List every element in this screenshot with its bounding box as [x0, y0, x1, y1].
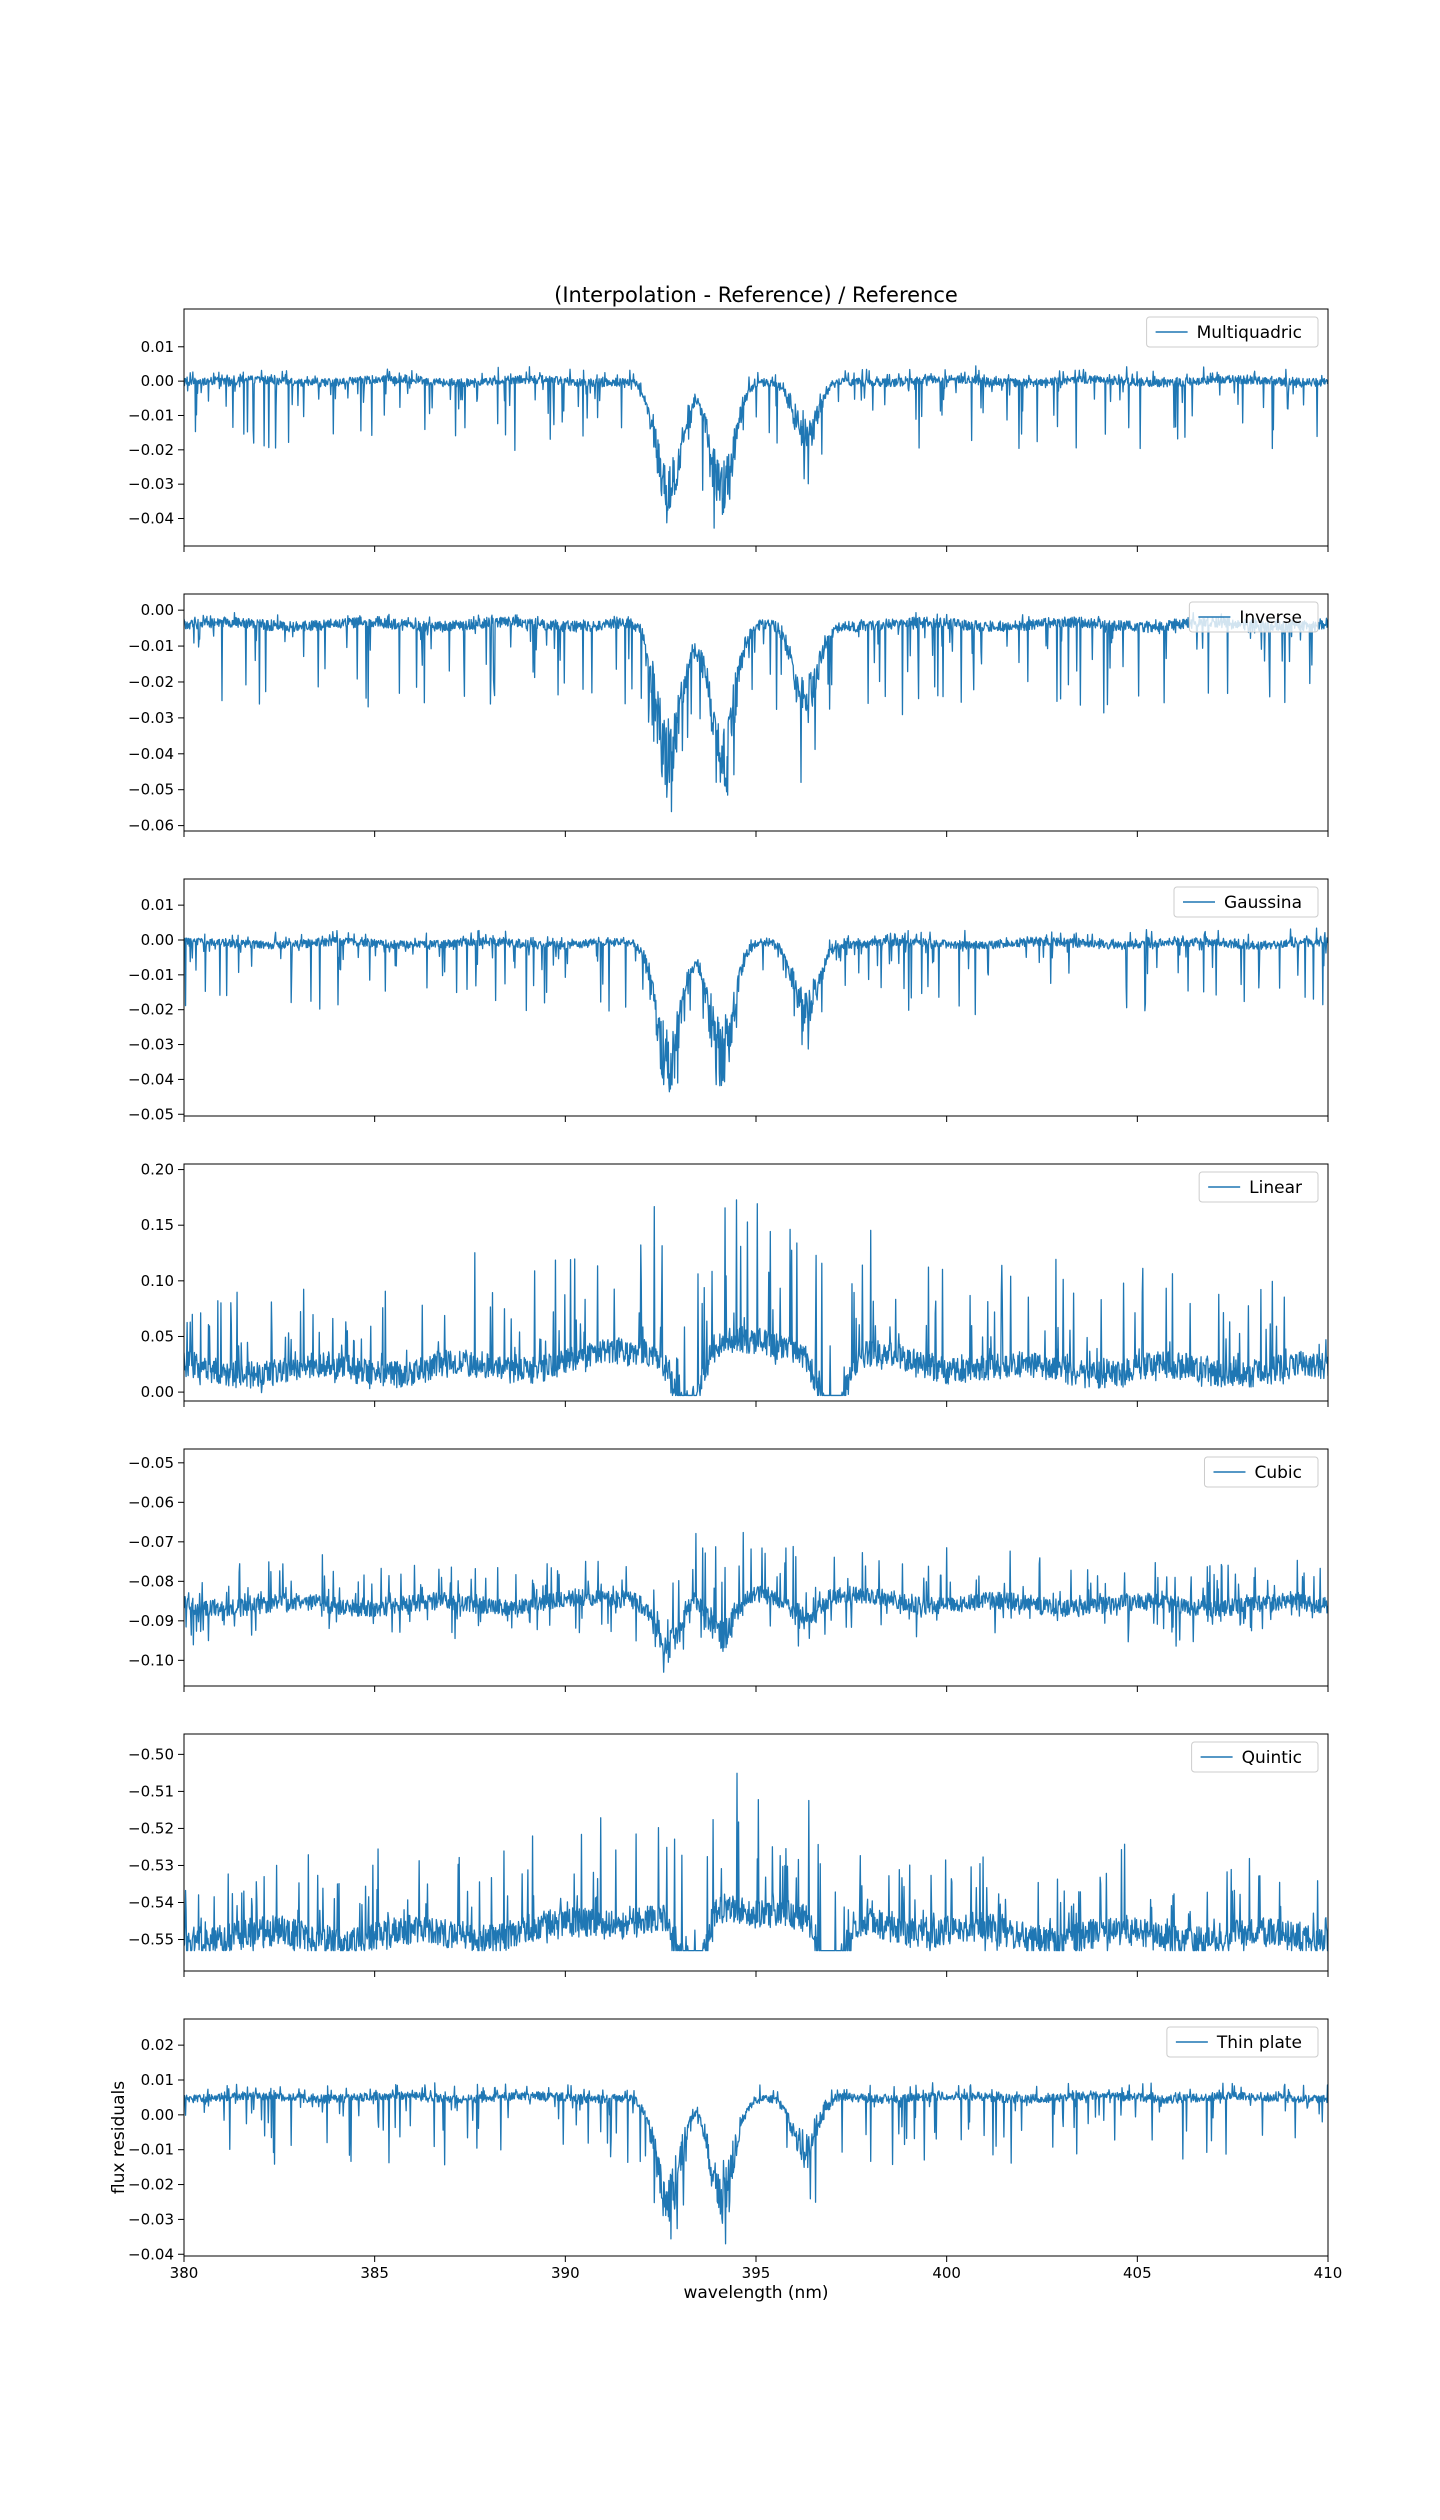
ytick-label-multiquadric: −0.03: [128, 475, 174, 493]
ytick-label-quintic: −0.53: [128, 1856, 174, 1874]
legend-label-gaussina: Gaussina: [1224, 893, 1302, 913]
ytick-label-multiquadric: −0.01: [128, 406, 174, 424]
ytick-label-quintic: −0.54: [128, 1893, 174, 1911]
series-line-linear: [184, 1199, 1328, 1397]
legend-label-quintic: Quintic: [1242, 1748, 1302, 1768]
legend-label-linear: Linear: [1249, 1178, 1302, 1198]
series-line-gaussina: [184, 927, 1328, 1093]
ytick-label-inverse: −0.02: [128, 673, 174, 691]
ytick-label-gaussina: 0.01: [141, 896, 174, 914]
x-axis-title: wavelength (nm): [683, 2283, 828, 2303]
panels-group: −0.04 −0.03 −0.02 −0.01 0.00 0.01 Multiquadric…: [109, 308, 1343, 2303]
legend-label-thin-plate: Thin plate: [1216, 2033, 1302, 2053]
ytick-label-cubic: −0.05: [128, 1454, 174, 1472]
ytick-label-linear: 0.05: [141, 1327, 174, 1345]
legend-box-inverse: [1188, 601, 1319, 633]
ytick-label-quintic: −0.50: [128, 1745, 174, 1763]
series-line-quintic: [184, 1772, 1328, 1952]
panel-linear: 0.00 0.05 0.10 0.15 0.20 Linear: [141, 1161, 1329, 1407]
legend-label-cubic: Cubic: [1254, 1463, 1302, 1483]
ytick-label-thin-plate: −0.03: [128, 2210, 174, 2228]
ytick-label-inverse: −0.01: [128, 637, 174, 655]
legend-label-multiquadric: Multiquadric: [1197, 323, 1302, 343]
ytick-label-linear: 0.00: [141, 1383, 174, 1401]
legend-box-thin-plate: [1166, 2026, 1319, 2058]
y-axis-title: flux residuals: [109, 2081, 129, 2194]
ytick-label-gaussina: −0.02: [128, 1001, 174, 1019]
ytick-label-thin-plate: −0.01: [128, 2141, 174, 2159]
ytick-label-cubic: −0.08: [128, 1572, 174, 1590]
legend-box-cubic: [1203, 1456, 1319, 1488]
series-line-cubic: [184, 1531, 1328, 1673]
legend-box-linear: [1198, 1171, 1319, 1203]
figure-title: (Interpolation - Reference) / Reference: [554, 283, 958, 307]
legend-label-inverse: Inverse: [1239, 608, 1302, 628]
ytick-label-thin-plate: −0.02: [128, 2176, 174, 2194]
ytick-label-gaussina: 0.00: [141, 931, 174, 949]
ytick-label-quintic: −0.51: [128, 1782, 174, 1800]
ytick-label-gaussina: −0.04: [128, 1070, 174, 1088]
ytick-label-gaussina: −0.03: [128, 1036, 174, 1054]
ytick-label-multiquadric: 0.01: [141, 338, 174, 356]
panel-gaussina: −0.05 −0.04 −0.03 −0.02 −0.01 0.00 0.01 Gaussin…: [128, 878, 1329, 1123]
ytick-label-gaussina: −0.01: [128, 966, 174, 984]
ytick-label-thin-plate: 0.02: [141, 2036, 174, 2054]
legend-box-quintic: [1191, 1741, 1319, 1773]
ytick-label-inverse: 0.00: [141, 601, 174, 619]
ytick-label-gaussina: −0.05: [128, 1105, 174, 1123]
ytick-label-inverse: −0.06: [128, 817, 174, 835]
series-line-multiquadric: [184, 365, 1328, 529]
ytick-label-thin-plate: 0.00: [141, 2106, 174, 2124]
xtick-label-thin-plate: 385: [360, 2264, 389, 2282]
legend-box-gaussina: [1173, 886, 1319, 918]
xtick-label-thin-plate: 390: [551, 2264, 580, 2282]
ytick-label-inverse: −0.03: [128, 709, 174, 727]
ytick-label-linear: 0.20: [141, 1161, 174, 1179]
ytick-label-inverse: −0.04: [128, 745, 174, 763]
series-line-thin-plate: [184, 2082, 1328, 2245]
xtick-label-thin-plate: 395: [742, 2264, 771, 2282]
panel-quintic: −0.55 −0.54 −0.53 −0.52 −0.51 −0.50 Quintic: [128, 1733, 1329, 1977]
xtick-label-thin-plate: 380: [170, 2264, 199, 2282]
ytick-label-multiquadric: −0.04: [128, 510, 174, 528]
xtick-label-thin-plate: 410: [1314, 2264, 1343, 2282]
panel-multiquadric: −0.04 −0.03 −0.02 −0.01 0.00 0.01 Multiquadric: [128, 308, 1329, 552]
ytick-label-inverse: −0.05: [128, 781, 174, 799]
panel-inverse: −0.06 −0.05 −0.04 −0.03 −0.02 −0.01 0.00 Invers…: [128, 593, 1329, 837]
ytick-label-cubic: −0.10: [128, 1651, 174, 1669]
ytick-label-quintic: −0.55: [128, 1931, 174, 1949]
ytick-label-thin-plate: −0.04: [128, 2245, 174, 2263]
ytick-label-cubic: −0.06: [128, 1493, 174, 1511]
ytick-label-multiquadric: −0.02: [128, 441, 174, 459]
ytick-label-linear: 0.15: [141, 1216, 174, 1234]
ytick-label-thin-plate: 0.01: [141, 2071, 174, 2089]
ytick-label-cubic: −0.09: [128, 1612, 174, 1630]
ytick-label-multiquadric: 0.00: [141, 372, 174, 390]
ytick-label-linear: 0.10: [141, 1272, 174, 1290]
xtick-label-thin-plate: 405: [1123, 2264, 1152, 2282]
panel-thin-plate: −0.04 −0.03 −0.02 −0.01 0.00 0.01 0.02 380 385 39…: [109, 2018, 1343, 2303]
ytick-label-quintic: −0.52: [128, 1819, 174, 1837]
series-line-inverse: [184, 611, 1328, 813]
ytick-label-cubic: −0.07: [128, 1533, 174, 1551]
panel-cubic: −0.10 −0.09 −0.08 −0.07 −0.06 −0.05 Cubic: [128, 1448, 1329, 1692]
xtick-label-thin-plate: 400: [932, 2264, 961, 2282]
legend-box-multiquadric: [1146, 316, 1319, 348]
